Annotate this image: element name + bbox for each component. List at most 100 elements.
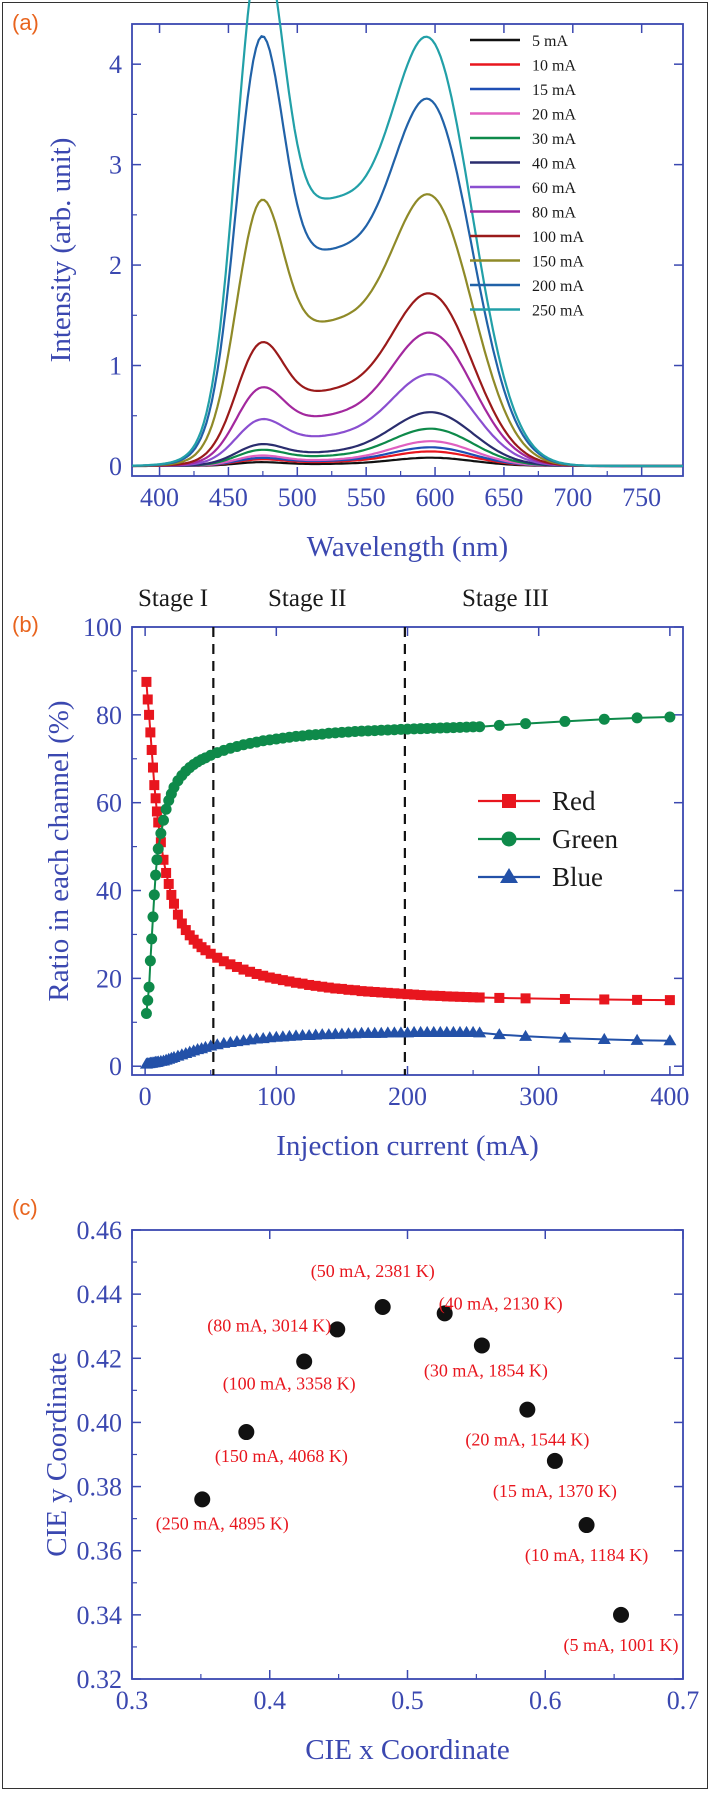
data-point (277, 975, 288, 986)
y-tick-label: 80 (96, 701, 122, 730)
y-axis-label: Ratio in each channel (%) (43, 700, 75, 1001)
data-point (271, 973, 282, 984)
panel-label: (b) (12, 612, 39, 637)
data-point (144, 709, 155, 720)
y-tick-label: 0.44 (77, 1280, 123, 1309)
legend-entry: 100 mA (532, 229, 584, 246)
data-point (155, 827, 167, 839)
data-point (664, 995, 675, 1006)
data-point (468, 992, 479, 1003)
data-point (153, 817, 164, 828)
data-point (231, 961, 242, 972)
legend-entry: Red (552, 786, 596, 816)
data-point (428, 990, 439, 1001)
y-tick-label: 60 (96, 789, 122, 818)
data-point (382, 987, 393, 998)
x-tick-label: 0.6 (529, 1686, 562, 1715)
data-point (519, 1029, 533, 1041)
x-tick-label: 550 (347, 483, 386, 512)
cie-point (238, 1424, 255, 1441)
point-annotation: (40 mA, 2130 K) (439, 1293, 563, 1314)
cie-point (578, 1517, 595, 1534)
data-point (149, 780, 160, 791)
data-point (631, 712, 643, 724)
point-annotation: (50 mA, 2381 K) (311, 1261, 435, 1282)
legend-marker (500, 868, 518, 883)
spectrum-line (132, 292, 683, 468)
data-point (166, 889, 177, 900)
x-tick-label: 0.4 (254, 1686, 287, 1715)
y-tick-label: 2 (109, 251, 122, 280)
data-point (369, 986, 380, 997)
data-point (163, 878, 174, 889)
x-axis-label: Wavelength (nm) (307, 531, 508, 563)
x-tick-label: 650 (484, 483, 523, 512)
data-point (415, 990, 426, 1001)
point-annotation: (15 mA, 1370 K) (493, 1481, 617, 1502)
data-point (284, 976, 295, 987)
cie-point (546, 1452, 563, 1469)
data-point (161, 867, 172, 878)
x-tick-label: 400 (650, 1082, 689, 1111)
data-point (180, 925, 191, 936)
data-point (218, 956, 229, 967)
data-point (409, 989, 420, 1000)
data-point (461, 992, 472, 1003)
legend-marker (502, 794, 516, 808)
y-tick-label: 0.36 (77, 1537, 123, 1566)
data-point (245, 966, 256, 977)
panel-c-axes: 0.3 0.4 0.5 0.6 0.7 0.32 0.34 0.36 0.38 0.40 0.42 0… (12, 1195, 699, 1766)
data-point (172, 909, 183, 920)
y-tick-label: 0 (109, 1052, 122, 1081)
data-point (493, 719, 505, 731)
data-point (160, 803, 172, 815)
data-point (350, 985, 361, 996)
data-point (558, 1031, 572, 1043)
data-point (330, 983, 341, 994)
y-tick-label: 100 (83, 613, 122, 642)
panel-b-series (139, 676, 677, 1069)
data-point (441, 991, 452, 1002)
data-point (559, 994, 570, 1005)
data-point (323, 982, 334, 993)
y-tick-label: 3 (109, 151, 122, 180)
panel-b-axes: 0 100 200 300 400 0 20 40 60 80 100 Injection curre… (12, 612, 689, 1162)
x-tick-label: 100 (257, 1082, 296, 1111)
series-blue (139, 1025, 677, 1069)
legend-marker (501, 831, 517, 847)
cie-point (194, 1491, 211, 1508)
cie-point (613, 1606, 630, 1623)
panel-label: (c) (12, 1195, 38, 1220)
data-point (520, 718, 532, 730)
x-tick-label: 0.3 (116, 1686, 149, 1715)
stage-label: Stage II (268, 585, 346, 612)
data-point (597, 1032, 611, 1044)
data-point (150, 869, 162, 881)
legend-entry: 5 mA (532, 33, 568, 50)
cie-point (296, 1353, 313, 1370)
data-point (474, 992, 485, 1003)
panel-b-legend: Red Green Blue (478, 786, 618, 892)
x-tick-label: 700 (553, 483, 592, 512)
data-point (435, 990, 446, 1001)
legend-entry: 60 mA (532, 180, 576, 197)
x-tick-label: 600 (416, 483, 455, 512)
data-point (142, 694, 153, 705)
data-point (143, 981, 155, 993)
spectrum-line (132, 193, 683, 468)
cie-point (519, 1401, 536, 1418)
spectrum-line (132, 331, 683, 468)
legend-entry: 30 mA (532, 131, 576, 148)
data-point (663, 1034, 677, 1046)
panel-a-legend: 5 mA 10 mA 15 mA 20 mA 30 mA 40 mA 60 mA 80 mA 1… (470, 33, 584, 320)
x-tick-label: 750 (622, 483, 661, 512)
x-tick-label: 0.5 (391, 1686, 424, 1715)
panel-label: (a) (12, 10, 39, 35)
spectrum-line (132, 427, 683, 468)
data-point (151, 806, 162, 817)
data-point (494, 992, 505, 1003)
data-point (225, 959, 236, 970)
y-tick-label: 0.32 (77, 1665, 123, 1694)
x-tick-label: 0.7 (667, 1686, 700, 1715)
point-annotation: (250 mA, 4895 K) (156, 1513, 289, 1534)
